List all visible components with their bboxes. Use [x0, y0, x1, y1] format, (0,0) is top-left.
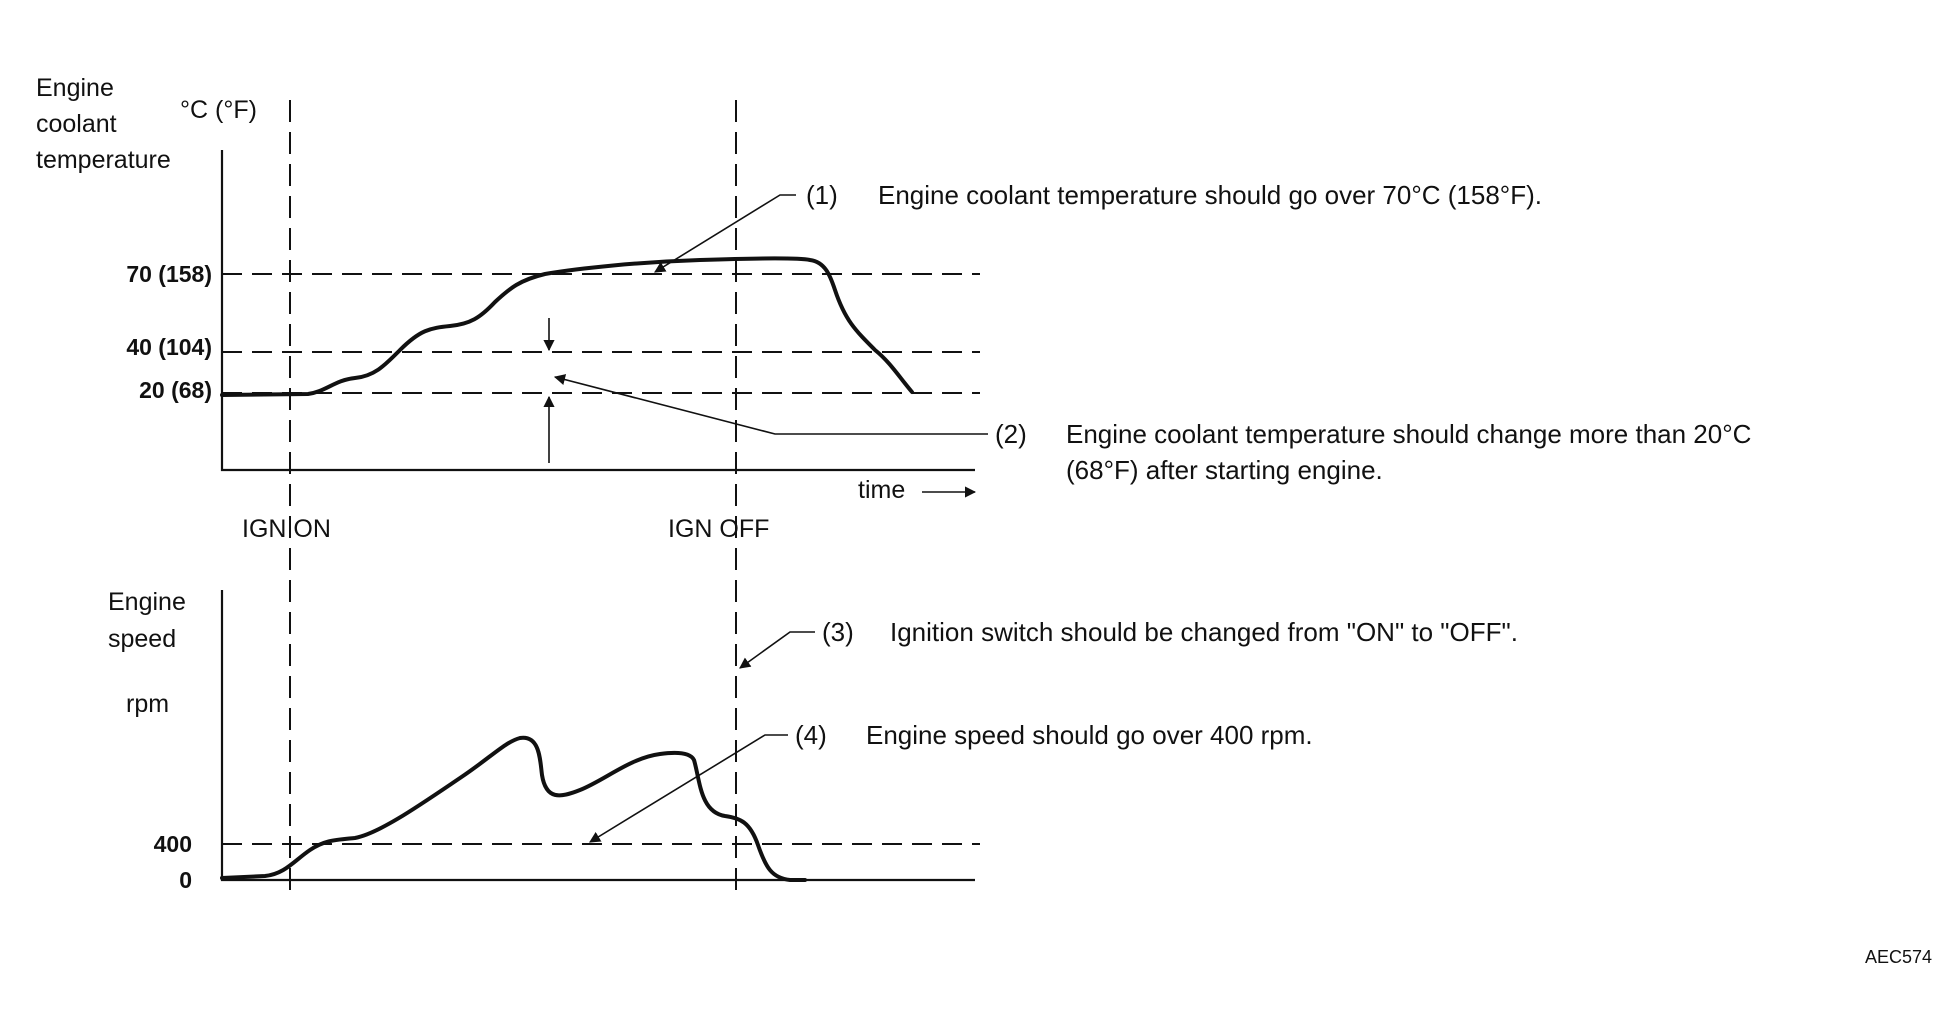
temp-unit-label: °C (°F)	[180, 96, 257, 124]
speed-y-title-line1: Engine	[108, 588, 186, 616]
callout-3-leader	[739, 631, 815, 669]
ign-off-label: IGN OFF	[668, 515, 769, 543]
callout-4-text: Engine speed should go over 400 rpm.	[866, 720, 1313, 750]
temp-y-title-line3: temperature	[36, 146, 171, 174]
temp-axes	[220, 150, 975, 472]
callout-4-number: (4)	[795, 720, 827, 750]
callout-2-text-line2: (68°F) after starting engine.	[1066, 455, 1383, 485]
temp-tick-40: 40 (104)	[126, 334, 212, 360]
temperature-chart: Engine coolant temperature °C (°F) 70 (1…	[36, 74, 980, 504]
callout-4-leader	[589, 734, 788, 843]
speed-tick-0: 0	[179, 867, 192, 893]
speed-y-title-line2: speed	[108, 625, 176, 653]
temp-y-title-line2: coolant	[36, 110, 117, 138]
temp-tick-20: 20 (68)	[139, 377, 212, 403]
callout-3-text: Ignition switch should be changed from "…	[890, 617, 1518, 647]
callout-2-number: (2)	[995, 419, 1027, 449]
callout-3-number: (3)	[822, 617, 854, 647]
callout-1-leader	[654, 194, 796, 273]
engine-speed-curve	[220, 735, 807, 882]
callout-1-number: (1)	[806, 180, 838, 210]
temp-y-title-line1: Engine	[36, 74, 114, 102]
callout-1: (1) Engine coolant temperature should go…	[654, 180, 1542, 273]
ign-on-label: IGN ON	[242, 515, 331, 543]
callout-1-text: Engine coolant temperature should go ove…	[878, 180, 1542, 210]
callout-2-leader	[553, 374, 988, 435]
engine-speed-chart: Engine speed rpm 400 0	[108, 588, 980, 893]
callout-2: (2) Engine coolant temperature should ch…	[553, 374, 1751, 485]
callout-2-text-line1: Engine coolant temperature should change…	[1066, 419, 1751, 449]
speed-tick-400: 400	[154, 831, 192, 857]
time-axis-label: time	[858, 476, 905, 504]
speed-unit-label: rpm	[126, 690, 169, 718]
callout-4: (4) Engine speed should go over 400 rpm.	[589, 720, 1313, 843]
figure-code: AEC574	[1865, 947, 1932, 967]
temp-tick-70: 70 (158)	[126, 261, 212, 287]
callout-3: (3) Ignition switch should be changed fr…	[739, 617, 1518, 669]
temperature-curve	[220, 256, 914, 397]
